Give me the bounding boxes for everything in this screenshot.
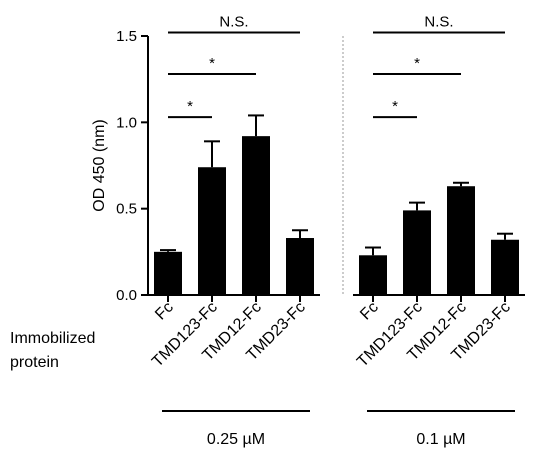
row-label-line: protein (10, 354, 59, 371)
axes: 0.0 0.5 1.0 1.5 OD 450 (nm) (91, 28, 525, 304)
significance-label: N.S. (424, 14, 453, 31)
y-tick-label: 1.0 (116, 114, 137, 131)
row-label: Immobilized protein (10, 330, 95, 371)
significance-label: * (414, 55, 420, 72)
x-tick-label: Fc (152, 299, 177, 324)
y-tick-label: 1.5 (116, 28, 137, 45)
bar (286, 238, 314, 295)
row-label-line: Immobilized (10, 330, 95, 347)
bar (198, 167, 226, 295)
significance-label: N.S. (219, 14, 248, 31)
y-tick-label: 0.5 (116, 201, 137, 218)
significance-label: * (209, 55, 215, 72)
bar (403, 210, 431, 295)
y-axis-label: OD 450 (nm) (91, 119, 108, 211)
group-label: 0.25 µM (207, 431, 265, 448)
bar (359, 255, 387, 295)
bar (154, 251, 182, 295)
labels: Immobilized proteinFcTMD123-FcTMD12-FcTMD… (10, 299, 515, 448)
x-tick-label: Fc (357, 299, 382, 324)
bar (491, 239, 519, 295)
significance-brackets: * * N.S. * * N.S. (168, 14, 505, 119)
significance-label: * (392, 98, 398, 115)
bar (447, 186, 475, 295)
bar (242, 136, 270, 295)
significance-label: * (187, 98, 193, 115)
bars (154, 114, 519, 295)
group-label: 0.1 µM (416, 431, 465, 448)
y-tick-label: 0.0 (116, 287, 137, 304)
